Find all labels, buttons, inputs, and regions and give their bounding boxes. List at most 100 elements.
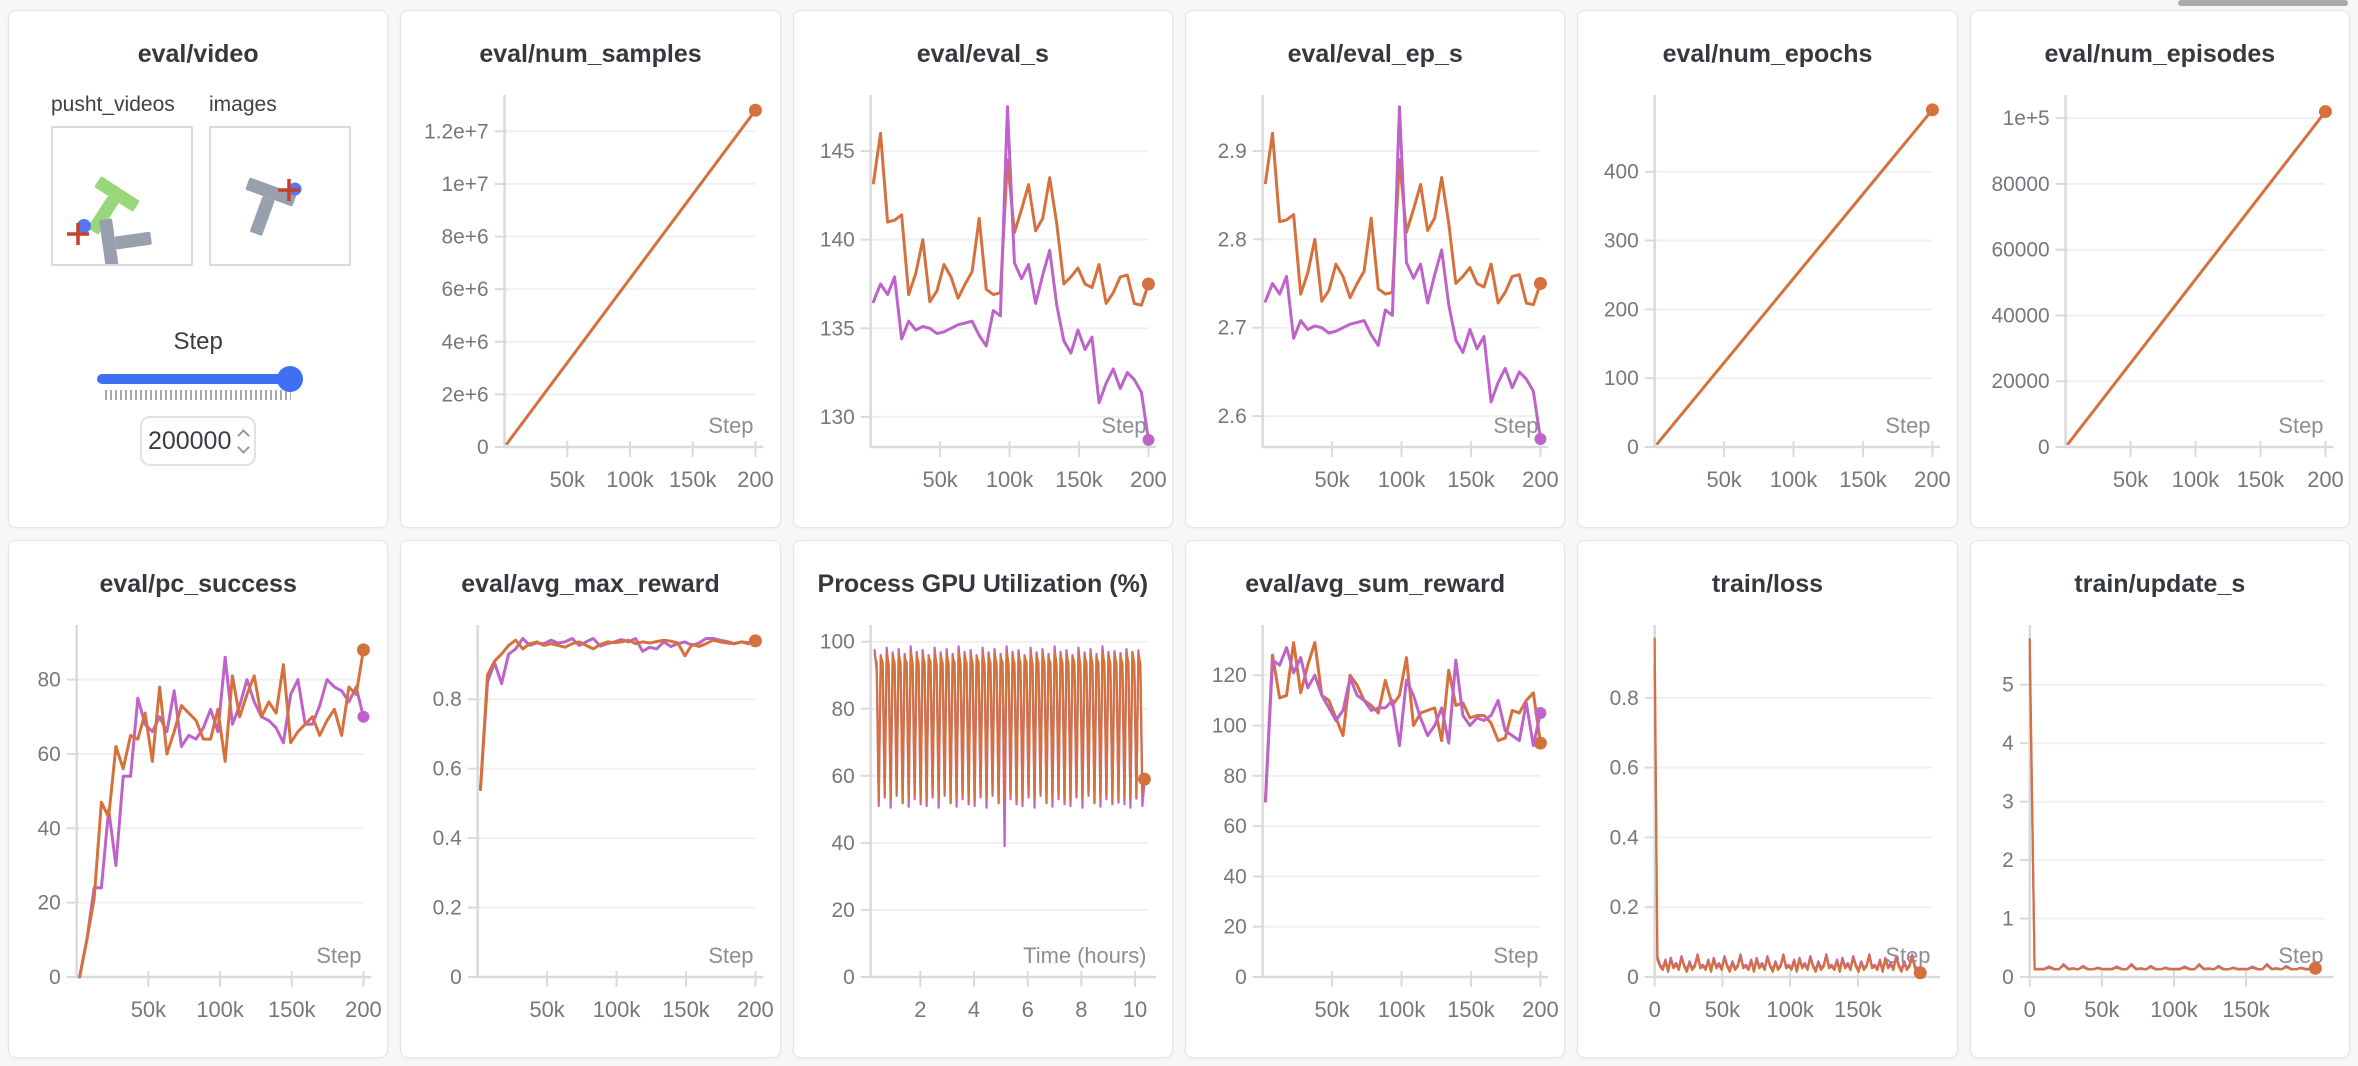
- chart-eval-avg-sum-reward[interactable]: 0 20 40 60 80 100 120 50k 100k 150k 200 Step: [1186, 605, 1564, 1057]
- chart-eval-num-epochs[interactable]: 0 100 200 300 400 50k 100k 150k 200 Step: [1578, 75, 1956, 527]
- svg-text:2.6: 2.6: [1218, 405, 1247, 428]
- panel-eval-eval-s[interactable]: eval/eval_s 130 135 140 145 50k 100k 150k 200 St…: [792, 10, 1173, 528]
- svg-text:40000: 40000: [1991, 304, 2049, 327]
- svg-text:100k: 100k: [607, 467, 654, 492]
- panel-eval-num-samples[interactable]: eval/num_samples 0 2e+6 4e+6 6e+6 8e+6 1e+7 1.…: [400, 10, 781, 528]
- svg-text:40: 40: [831, 832, 854, 855]
- svg-text:4: 4: [2002, 732, 2014, 755]
- step-slider[interactable]: [97, 366, 304, 392]
- svg-text:40: 40: [1223, 865, 1246, 888]
- chart-train-loss[interactable]: 0 0.2 0.4 0.6 0.8 0 50k 100k 150k Step: [1578, 605, 1956, 1057]
- panel-train-update-s[interactable]: train/update_s 0 1 2 3 4 5 0 50k 100k 150k Step: [1969, 540, 2350, 1058]
- svg-text:50k: 50k: [1705, 997, 1740, 1022]
- chart-eval-num-samples[interactable]: 0 2e+6 4e+6 6e+6 8e+6 1e+7 1.2e+7 50k 100k 150k 20…: [401, 75, 779, 527]
- svg-text:Step: Step: [2278, 413, 2323, 438]
- media-label: pusht_videos: [51, 93, 175, 116]
- svg-text:20000: 20000: [1991, 370, 2049, 393]
- svg-text:0.4: 0.4: [1610, 826, 1639, 849]
- pusht-scene-graphic: [67, 176, 152, 270]
- panel-title: eval/num_epochs: [1662, 40, 1873, 68]
- svg-text:200: 200: [345, 997, 382, 1022]
- chart-eval-num-episodes[interactable]: 0 20000 40000 60000 80000 1e+5 50k 100k 150k 200 S…: [1971, 75, 2349, 527]
- panel-title: eval/pc_success: [99, 570, 297, 598]
- video-thumbnail-images[interactable]: [209, 126, 351, 266]
- svg-text:50k: 50k: [922, 467, 957, 492]
- svg-text:Step: Step: [709, 943, 754, 968]
- svg-text:0.8: 0.8: [433, 688, 462, 711]
- svg-text:200: 200: [1914, 467, 1951, 492]
- svg-text:1.2e+7: 1.2e+7: [424, 120, 488, 143]
- svg-text:100k: 100k: [196, 997, 243, 1022]
- chart-gpu-utilization[interactable]: 0 20 40 60 80 100 2 4 6 8 10 Time (hours): [794, 605, 1172, 1057]
- step-slider-label: Step: [173, 328, 223, 355]
- panel-title: eval/eval_s: [916, 40, 1049, 68]
- svg-text:0: 0: [2038, 436, 2050, 459]
- svg-text:50k: 50k: [1314, 997, 1349, 1022]
- panel-title: eval/num_episodes: [2044, 40, 2276, 68]
- chart-eval-avg-max-reward[interactable]: 0 0.2 0.4 0.6 0.8 50k 100k 150k 200 Step: [401, 605, 779, 1057]
- video-thumbnail-pusht[interactable]: [51, 126, 193, 270]
- svg-text:Step: Step: [1886, 943, 1931, 968]
- svg-text:0.4: 0.4: [433, 827, 462, 850]
- chart-train-update-s[interactable]: 0 1 2 3 4 5 0 50k 100k 150k Step: [1971, 605, 2349, 1057]
- svg-text:60000: 60000: [1991, 239, 2049, 262]
- svg-text:80: 80: [1223, 765, 1246, 788]
- slider-thumb[interactable]: [277, 366, 304, 392]
- svg-text:3: 3: [2002, 791, 2014, 814]
- step-input[interactable]: 200000: [140, 416, 257, 466]
- svg-text:200: 200: [1522, 467, 1559, 492]
- svg-text:0: 0: [1235, 966, 1247, 989]
- svg-text:20: 20: [1223, 916, 1246, 939]
- images-scene-graphic: [245, 177, 302, 236]
- step-up-icon[interactable]: [237, 428, 251, 442]
- svg-text:100k: 100k: [1770, 467, 1817, 492]
- svg-text:2: 2: [914, 997, 926, 1022]
- svg-text:2.9: 2.9: [1218, 140, 1247, 163]
- panel-eval-eval-ep-s[interactable]: eval/eval_ep_s 2.6 2.7 2.8 2.9 50k 100k 150k 20…: [1185, 10, 1566, 528]
- svg-text:2.8: 2.8: [1218, 228, 1247, 251]
- panel-title: eval/avg_max_reward: [461, 570, 720, 598]
- svg-text:4e+6: 4e+6: [442, 331, 489, 354]
- chart-eval-eval-s[interactable]: 130 135 140 145 50k 100k 150k 200 Step: [794, 75, 1172, 527]
- svg-text:80: 80: [38, 669, 61, 692]
- panel-eval-num-epochs[interactable]: eval/num_epochs 0 100 200 300 400 50k 100k 150k…: [1577, 10, 1958, 528]
- svg-text:100k: 100k: [1378, 997, 1425, 1022]
- media-images: images: [209, 93, 351, 266]
- svg-text:150k: 150k: [1840, 467, 1887, 492]
- svg-text:200: 200: [1522, 997, 1559, 1022]
- panel-gpu-utilization[interactable]: Process GPU Utilization (%) 0 20 40 60 80 100…: [792, 540, 1173, 1058]
- svg-text:200: 200: [1604, 298, 1639, 321]
- panel-title: eval/video: [137, 40, 259, 68]
- svg-text:6e+6: 6e+6: [442, 278, 489, 301]
- chart-eval-eval-ep-s[interactable]: 2.6 2.7 2.8 2.9 50k 100k 150k 200 Step: [1186, 75, 1564, 527]
- horizontal-scrollbar-thumb[interactable]: [2178, 0, 2348, 6]
- panel-title: eval/avg_sum_reward: [1245, 570, 1506, 598]
- panel-eval-avg-sum-reward[interactable]: eval/avg_sum_reward 0 20 40 60 80 100 120 50k 10…: [1185, 540, 1566, 1058]
- svg-text:2e+6: 2e+6: [442, 383, 489, 406]
- slider-track[interactable]: [97, 374, 300, 384]
- panel-title: Process GPU Utilization (%): [817, 570, 1149, 598]
- panel-eval-avg-max-reward[interactable]: eval/avg_max_reward 0 0.2 0.4 0.6 0.8 50k 100k…: [400, 540, 781, 1058]
- svg-text:80000: 80000: [1991, 173, 2049, 196]
- svg-text:0: 0: [1649, 997, 1661, 1022]
- svg-text:200: 200: [737, 467, 774, 492]
- panel-eval-pc-success[interactable]: eval/pc_success 0 20 40 60 80 50k 100k 150k 200 S…: [8, 540, 389, 1058]
- media-row: pusht_videos: [51, 93, 387, 270]
- svg-text:60: 60: [38, 743, 61, 766]
- svg-text:150k: 150k: [2236, 467, 2283, 492]
- svg-text:50k: 50k: [2113, 467, 2148, 492]
- step-down-icon[interactable]: [237, 440, 251, 454]
- svg-text:150k: 150k: [663, 997, 710, 1022]
- panel-train-loss[interactable]: train/loss 0 0.2 0.4 0.6 0.8 0 50k 100k 150k Step: [1577, 540, 1958, 1058]
- svg-text:Step: Step: [709, 413, 754, 438]
- panel-eval-num-episodes[interactable]: eval/num_episodes 0 20000 40000 60000 80000 1…: [1969, 10, 2350, 528]
- svg-text:1e+5: 1e+5: [2002, 107, 2049, 130]
- svg-text:0: 0: [450, 966, 462, 989]
- svg-text:50k: 50k: [550, 467, 585, 492]
- stepper-arrows[interactable]: [237, 428, 251, 454]
- panel-eval-video[interactable]: eval/video pusht_videos: [8, 10, 389, 528]
- svg-text:100k: 100k: [1767, 997, 1814, 1022]
- chart-eval-pc-success[interactable]: 0 20 40 60 80 50k 100k 150k 200 Step: [9, 605, 387, 1057]
- svg-text:Step: Step: [1101, 413, 1146, 438]
- svg-text:50k: 50k: [530, 997, 565, 1022]
